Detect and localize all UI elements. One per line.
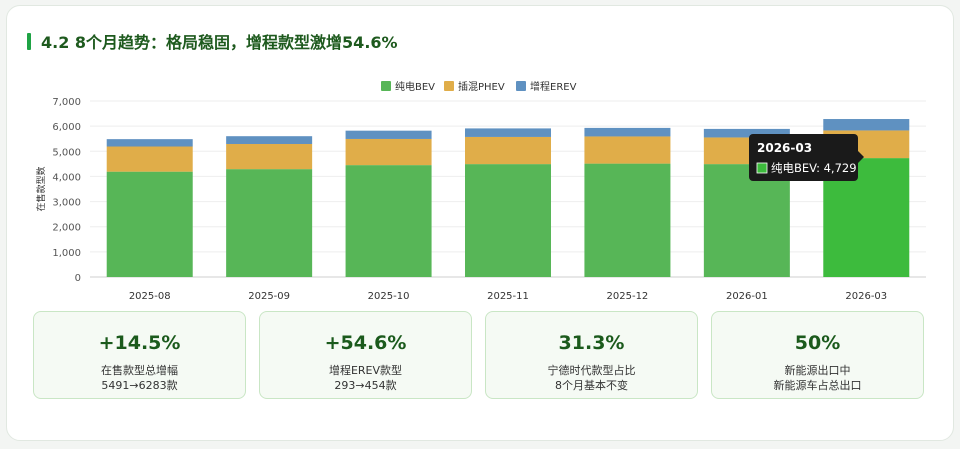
legend-swatch	[381, 81, 391, 91]
bar-segment[interactable]	[584, 163, 671, 277]
bar-segment[interactable]	[345, 165, 432, 277]
legend-label: 增程EREV	[530, 80, 577, 93]
bar-segment[interactable]	[465, 164, 551, 277]
tooltip-swatch	[756, 162, 768, 174]
stat-detail: 8个月基本不变	[555, 379, 628, 392]
legend-label: 插混PHEV	[458, 80, 505, 93]
x-tick-label: 2025-12	[607, 291, 649, 302]
tooltip-box	[749, 134, 858, 181]
bar-segment[interactable]	[465, 136, 551, 165]
title-accent-bar	[27, 32, 31, 50]
tooltip-arrow	[858, 151, 864, 163]
stat-caption: 新能源出口中	[784, 364, 851, 377]
stat-value: 31.3%	[558, 332, 625, 354]
stat-caption: 增程EREV款型	[328, 364, 403, 377]
y-tick-label: 1,000	[52, 248, 81, 259]
section-header: 4.2 8个月趋势：格局稳固，增程款型激增54.6%	[27, 30, 398, 52]
bar-segment[interactable]	[584, 136, 671, 164]
x-tick-label: 2025-09	[248, 291, 290, 302]
legend-label: 纯电BEV	[395, 80, 435, 93]
stat-card-total-growth: +14.5% 在售款型总增幅 5491→6283款	[33, 311, 246, 399]
bar-segment[interactable]	[823, 119, 910, 131]
stat-card-catl-share: 31.3% 宁德时代款型占比 8个月基本不变	[485, 311, 698, 399]
stat-value: 50%	[794, 332, 841, 354]
x-tick-label: 2025-08	[129, 291, 171, 302]
y-tick-label: 7,000	[52, 97, 81, 108]
bar-segment[interactable]	[226, 143, 313, 170]
bar-segment[interactable]	[345, 130, 432, 139]
y-tick-label: 5,000	[52, 147, 81, 158]
bar-segment[interactable]	[584, 127, 671, 137]
y-tick-label: 3,000	[52, 198, 81, 209]
y-tick-label: 6,000	[52, 122, 81, 133]
legend-swatch	[516, 81, 526, 91]
stat-caption: 宁德时代款型占比	[547, 364, 636, 377]
x-tick-label: 2026-03	[845, 291, 887, 302]
stat-card-nev-export: 50% 新能源出口中 新能源车占总出口	[711, 311, 924, 399]
stat-value: +14.5%	[98, 332, 181, 354]
bar-segment[interactable]	[465, 128, 551, 137]
x-tick-label: 2026-01	[726, 291, 768, 302]
bar-segment[interactable]	[345, 138, 432, 166]
legend-swatch	[444, 81, 454, 91]
bar-segment[interactable]	[106, 139, 193, 147]
stat-value: +54.6%	[324, 332, 407, 354]
y-tick-label: 4,000	[52, 172, 81, 183]
stat-detail: 新能源车占总出口	[773, 379, 862, 392]
x-tick-label: 2025-10	[368, 291, 410, 302]
stat-card-erev-growth: +54.6% 增程EREV款型 293→454款	[259, 311, 472, 399]
bar-segment[interactable]	[226, 136, 313, 144]
bar-segment[interactable]	[106, 171, 193, 277]
bar-segment[interactable]	[106, 146, 193, 172]
bar-segment[interactable]	[703, 164, 790, 277]
x-tick-label: 2025-11	[487, 291, 529, 302]
stat-detail: 5491→6283款	[101, 379, 178, 392]
y-axis-label: 在售款型数	[35, 166, 47, 211]
bar-segment[interactable]	[703, 128, 790, 138]
tooltip-value: 纯电BEV: 4,729	[771, 161, 857, 175]
stat-caption: 在售款型总增幅	[101, 364, 178, 377]
page-title: 4.2 8个月趋势：格局稳固，增程款型激增54.6%	[41, 33, 398, 52]
stat-detail: 293→454款	[334, 379, 397, 392]
y-tick-label: 2,000	[52, 223, 81, 234]
y-tick-label: 0	[75, 273, 81, 284]
tooltip-title: 2026-03	[757, 141, 812, 155]
bar-segment[interactable]	[226, 169, 313, 277]
